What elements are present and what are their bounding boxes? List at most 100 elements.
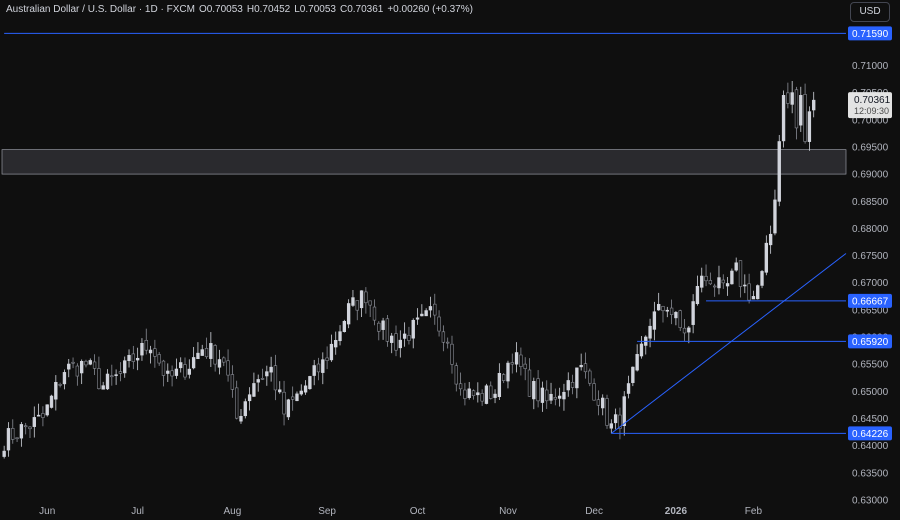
candle-body [803, 94, 807, 142]
candle-body [135, 357, 140, 361]
candle-body [278, 389, 282, 393]
candle-body [540, 387, 545, 403]
candle-body [747, 283, 751, 301]
candle-body [764, 242, 769, 273]
candle-body [484, 385, 489, 404]
candle-body [424, 310, 428, 317]
candle-body [790, 92, 794, 105]
x-tick-label: Nov [499, 506, 517, 517]
candle-body [523, 363, 527, 369]
candle-body [295, 393, 299, 402]
candle-body [768, 233, 773, 246]
trend-line [611, 253, 847, 434]
candle-body [19, 424, 24, 439]
candle-body [480, 393, 484, 402]
candle-body [781, 95, 786, 142]
candle-body [118, 371, 123, 374]
candle-body [510, 362, 514, 365]
candle-body [390, 335, 394, 343]
candle-body [11, 428, 15, 440]
candle-body [626, 383, 631, 394]
candle-body [222, 357, 226, 363]
x-tick-label: 2026 [665, 506, 688, 517]
candle-body [282, 391, 286, 415]
candle-body [368, 300, 372, 306]
y-tick-label: 0.67000 [852, 278, 889, 289]
candle-body [269, 366, 273, 373]
candle-body [79, 360, 84, 374]
candle-body [665, 309, 669, 312]
candle-body [471, 390, 476, 396]
candle-body [760, 271, 764, 286]
candle-body [631, 366, 635, 383]
candle-body [601, 397, 605, 409]
candle-body [316, 363, 321, 373]
candle-body [58, 384, 62, 386]
candle-body [131, 353, 136, 362]
candle-body [88, 360, 92, 365]
candle-body [359, 290, 364, 309]
countdown-label: 12:09:30 [854, 106, 889, 116]
candle-body [433, 303, 437, 316]
x-tick-label: Jun [39, 506, 55, 517]
candle-body [179, 362, 183, 369]
candle-body [588, 370, 592, 384]
candle-body [575, 367, 579, 389]
candle-body [501, 374, 506, 381]
candle-body [738, 260, 743, 287]
candle-body [24, 425, 28, 428]
candle-body [678, 310, 682, 328]
candle-body [704, 275, 708, 282]
candle-body [583, 363, 588, 373]
candle-body [200, 349, 204, 356]
candle-body [49, 395, 54, 408]
candle-body [174, 368, 179, 376]
candle-body [428, 306, 433, 311]
candle-body [734, 262, 738, 271]
candle-body [437, 316, 441, 332]
level-badge [848, 426, 892, 441]
candle-body [579, 364, 583, 368]
candle-body [441, 331, 446, 343]
candle-body [346, 303, 351, 325]
x-tick-label: Sep [318, 506, 336, 517]
candle-body [712, 285, 717, 288]
candle-body [15, 437, 19, 440]
candle-body [338, 331, 342, 342]
candle-body [364, 291, 368, 304]
candle-body [700, 275, 704, 288]
low-value: L0.70053 [294, 4, 336, 15]
candle-body [799, 95, 803, 126]
candle-body [230, 374, 235, 390]
candle-body [144, 340, 148, 351]
candle-body [394, 333, 398, 351]
x-tick-label: Oct [410, 506, 426, 517]
level-badge [848, 334, 892, 349]
candle-body [308, 376, 312, 390]
candle-body [458, 383, 463, 390]
candle-body [71, 361, 75, 364]
candle-body [243, 401, 247, 417]
level-badge-label: 0.66667 [852, 296, 889, 307]
candle-body [196, 352, 200, 360]
candle-body [566, 380, 570, 391]
candle-body [62, 372, 67, 385]
currency-button[interactable]: USD [850, 2, 890, 22]
candle-body [161, 360, 166, 376]
candle-body [669, 307, 674, 315]
candle-body [67, 363, 71, 370]
candle-body [247, 394, 252, 402]
candle-body [605, 398, 609, 426]
candle-body [377, 322, 381, 332]
candle-body [105, 373, 110, 390]
symbol-label: Australian Dollar / U.S. Dollar · 1D · F… [6, 4, 195, 15]
candle-body [420, 313, 424, 317]
candle-body [786, 92, 790, 104]
candle-body [32, 417, 36, 427]
open-value: O0.70053 [198, 4, 243, 15]
candle-body [204, 348, 209, 358]
candle-body [463, 389, 467, 399]
candle-body [407, 335, 411, 341]
current-price-badge [848, 92, 892, 119]
